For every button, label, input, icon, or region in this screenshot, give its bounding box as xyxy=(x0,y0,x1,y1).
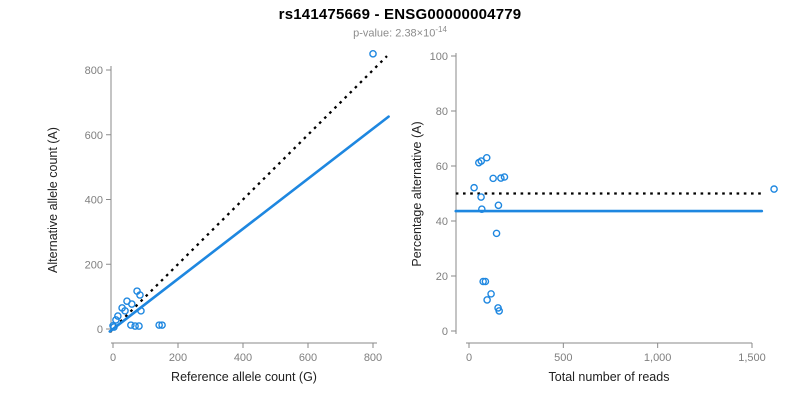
x-tick-label: 1,500 xyxy=(738,352,766,364)
data-point xyxy=(477,157,486,165)
data-point xyxy=(483,296,491,304)
x-tick-label: 200 xyxy=(169,352,187,364)
data-point xyxy=(482,153,491,162)
data-point xyxy=(478,205,486,213)
x-tick-label: 800 xyxy=(364,352,382,364)
data-point xyxy=(489,174,497,183)
y-tick-label: 200 xyxy=(85,259,103,271)
data-point xyxy=(500,173,509,181)
data-point xyxy=(487,290,495,298)
left-ablines xyxy=(108,55,390,333)
y-tick-label: 80 xyxy=(436,106,448,118)
x-tick-label: 1,000 xyxy=(644,352,672,364)
data-point xyxy=(128,300,136,308)
chart-subtitle: p-value: 2.38×10-14 xyxy=(0,25,800,40)
left-y-axis-label: Alternative allele count (A) xyxy=(46,127,60,273)
y-tick-label: 20 xyxy=(436,271,448,283)
x-tick-label: 0 xyxy=(110,352,116,364)
x-tick-label: 400 xyxy=(234,352,252,364)
x-tick-label: 0 xyxy=(466,352,472,364)
pvalue-exponent: -14 xyxy=(435,25,447,34)
data-point xyxy=(369,50,377,58)
data-point xyxy=(494,201,503,210)
regression-line xyxy=(108,115,390,333)
data-point xyxy=(135,322,143,330)
data-point xyxy=(114,312,122,320)
data-point xyxy=(479,277,487,286)
right-ablines xyxy=(454,192,764,213)
x-tick-label: 600 xyxy=(299,352,317,364)
data-point xyxy=(137,307,145,315)
y-tick-label: 400 xyxy=(85,195,103,207)
data-point xyxy=(110,323,118,331)
data-point xyxy=(495,307,503,315)
left-scatter-plot: 0 200 400 600 800 0 200 400 600 800 Reference all… xyxy=(46,50,390,384)
y-tick-label: 600 xyxy=(85,130,103,142)
data-point xyxy=(109,321,117,330)
x-tick-label: 500 xyxy=(554,352,572,364)
data-point xyxy=(155,321,163,329)
left-axes: 0 200 400 600 800 0 200 400 600 800 xyxy=(85,65,383,364)
y-tick-label: 800 xyxy=(85,65,103,77)
pvalue-text: p-value: 2.38×10 xyxy=(353,27,436,40)
identity-line xyxy=(109,55,388,333)
data-point xyxy=(136,291,144,299)
data-point xyxy=(492,229,501,238)
left-data-points xyxy=(109,50,377,331)
data-point xyxy=(770,185,778,193)
data-point xyxy=(127,321,135,329)
y-tick-label: 60 xyxy=(436,161,448,173)
left-x-axis-label: Reference allele count (G) xyxy=(171,370,317,384)
right-y-axis-label: Percentage alternative (A) xyxy=(410,121,424,266)
data-point xyxy=(481,277,490,286)
right-x-axis-label: Total number of reads xyxy=(549,370,670,384)
chart-title: rs141475669 - ENSG00000004779 xyxy=(278,6,522,23)
data-point xyxy=(470,183,478,192)
y-tick-label: 0 xyxy=(442,326,448,338)
data-point xyxy=(158,321,166,329)
data-point xyxy=(112,316,120,324)
data-point xyxy=(477,193,485,201)
data-point xyxy=(121,307,129,315)
right-scatter-plot: 0 500 1,000 1,500 0 20 40 60 80 100 Total number … xyxy=(410,51,778,384)
y-tick-label: 40 xyxy=(436,216,448,228)
y-tick-label: 100 xyxy=(430,51,448,63)
data-point xyxy=(497,174,505,182)
right-data-points xyxy=(470,153,778,315)
right-axes: 0 500 1,000 1,500 0 20 40 60 80 100 xyxy=(430,51,766,364)
y-tick-label: 0 xyxy=(97,324,103,336)
data-point xyxy=(131,322,139,330)
